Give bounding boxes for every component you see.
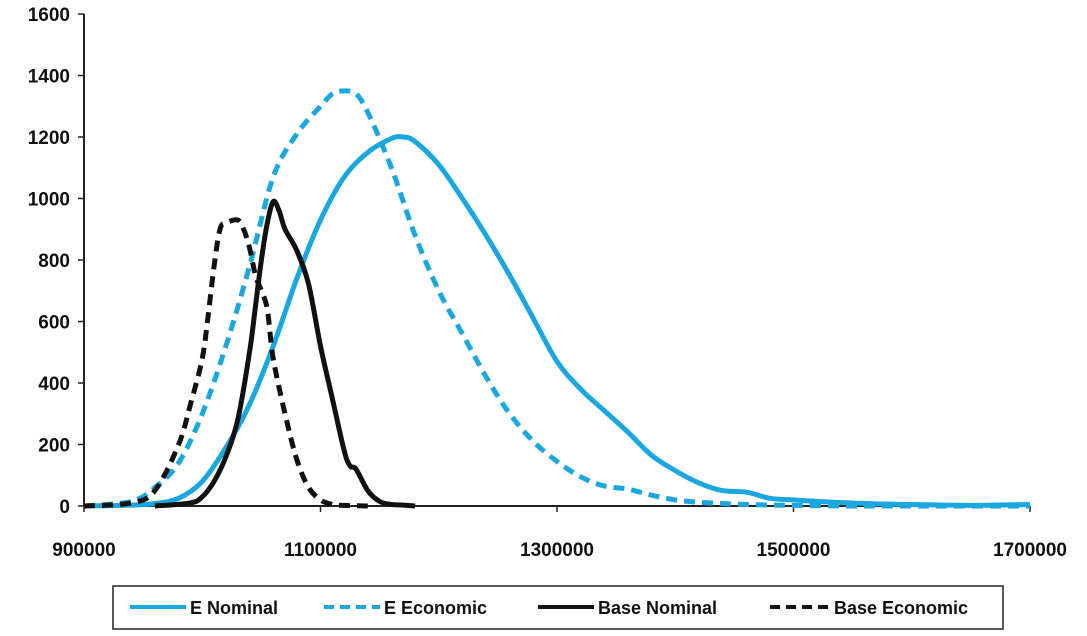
x-tick-label: 1100000 [284,540,357,561]
series-line-base-economic [83,217,368,509]
axes [83,14,1030,507]
ticks: 0 200 400 600 800 1000 1200 1400 1600 900000 11000… [28,5,1067,561]
legend-label-e-nominal: E Nominal [190,598,278,618]
y-tick-label: 1200 [28,128,70,149]
series-line-e-economic [83,88,1030,509]
y-tick-label: 1400 [28,67,70,88]
series-line-base-nominal [154,198,416,509]
legend-label-e-economic: E Economic [384,598,487,618]
legend-label-base-nominal: Base Nominal [598,598,717,618]
y-tick-label: 1600 [28,5,70,26]
x-tick-label: 1300000 [520,540,594,561]
legend: E Nominal E Economic Base Nominal Base E… [112,585,1004,630]
series-group [83,88,1031,509]
x-tick-label: 1500000 [757,540,831,561]
y-tick-label: 1000 [28,190,70,211]
y-tick-label: 600 [38,313,70,334]
legend-label-base-economic: Base Economic [834,598,968,618]
series-line-e-nominal [83,134,1031,509]
x-tick-label: 900000 [52,540,115,561]
y-tick-label: 0 [59,497,70,518]
y-tick-label: 400 [38,374,70,395]
y-tick-label: 800 [38,251,70,272]
x-tick-label: 1700000 [993,540,1067,561]
y-tick-label: 200 [38,436,70,457]
